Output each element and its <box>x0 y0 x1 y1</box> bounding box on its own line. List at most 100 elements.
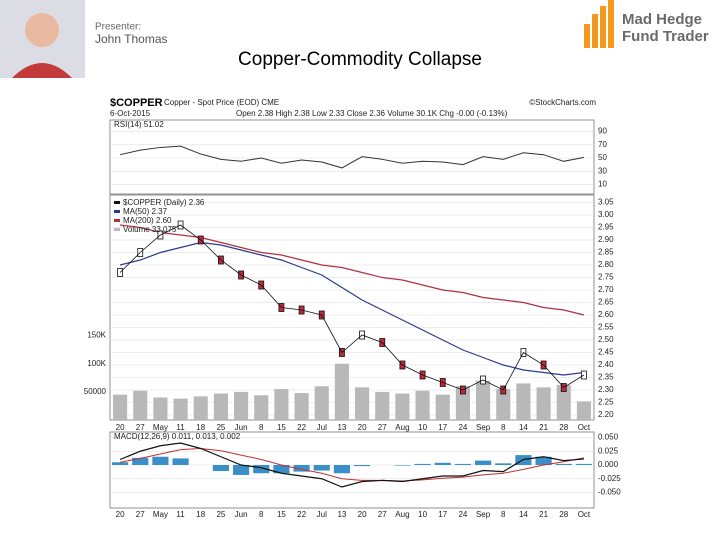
histogram-bar <box>394 465 411 466</box>
y-tick-label: 50 <box>598 153 607 162</box>
legend-swatch <box>114 210 120 213</box>
y-tick-label: 2.35 <box>598 373 614 382</box>
series-line <box>119 442 584 488</box>
histogram-bar <box>313 465 330 471</box>
x-tick-label: May <box>153 423 168 432</box>
x-tick-label: May <box>153 510 168 519</box>
x-tick-label: 28 <box>559 510 568 519</box>
x-tick-label: 13 <box>337 423 346 432</box>
x-tick-label: 8 <box>501 510 506 519</box>
y-tick-label: 50000 <box>84 387 107 396</box>
slide-title: Copper-Commodity Collapse <box>238 49 482 70</box>
volume-bar <box>334 363 349 420</box>
histogram-bar <box>414 463 431 465</box>
volume-bar <box>173 398 188 420</box>
y-tick-label: -0.025 <box>598 474 621 483</box>
histogram-bar <box>475 460 492 465</box>
y-tick-label: 3.05 <box>598 198 614 207</box>
source: ©StockCharts.com <box>529 98 596 107</box>
y-tick-label: 2.90 <box>598 235 614 244</box>
volume-bar <box>375 391 390 420</box>
x-tick-label: 13 <box>337 510 346 519</box>
x-tick-label: 28 <box>559 423 568 432</box>
x-tick-label: 10 <box>418 510 427 519</box>
volume-bar <box>496 389 511 420</box>
presenter-label: Presenter: <box>95 22 141 33</box>
x-tick-label: 11 <box>176 423 185 432</box>
x-tick-label: 17 <box>438 510 447 519</box>
y-tick-label: 2.45 <box>598 348 614 357</box>
y-tick-label: 3.00 <box>598 210 614 219</box>
legend-text: MACD(12,26,9) 0.011, 0.013, 0.002 <box>114 432 241 441</box>
y-tick-label: 0.025 <box>598 446 619 455</box>
volume-bar <box>516 383 531 420</box>
x-tick-label: Jul <box>317 510 327 519</box>
y-tick-label: 30 <box>598 166 607 175</box>
volume-bar <box>193 396 208 420</box>
y-tick-label: 2.40 <box>598 360 614 369</box>
x-tick-label: 20 <box>358 510 367 519</box>
y-tick-label: 2.75 <box>598 273 614 282</box>
legend-swatch <box>114 219 120 222</box>
volume-bar <box>294 393 309 420</box>
histogram-bar <box>233 465 250 475</box>
x-tick-label: 24 <box>458 510 467 519</box>
histogram-bar <box>172 458 189 465</box>
photo-tie <box>12 63 72 78</box>
histogram-bar <box>495 463 512 465</box>
volume-bar <box>153 397 168 420</box>
series-line <box>119 447 585 482</box>
x-tick-label: 8 <box>501 423 506 432</box>
date: 6-Oct-2015 <box>110 109 151 118</box>
x-tick-label: Sep <box>476 423 491 432</box>
volume-bar <box>576 401 591 420</box>
x-tick-label: 25 <box>216 423 225 432</box>
series-line <box>120 224 585 316</box>
logo-bar <box>600 6 606 48</box>
x-tick-label: Aug <box>395 423 409 432</box>
y-tick-label: 2.20 <box>598 410 614 419</box>
presenter-name: John Thomas <box>95 32 168 46</box>
x-tick-label: 8 <box>259 423 264 432</box>
histogram-bar <box>575 463 592 465</box>
quote: Open 2.38 High 2.38 Low 2.33 Close 2.36 … <box>236 109 508 118</box>
x-tick-label: Aug <box>395 510 409 519</box>
panel <box>109 431 595 509</box>
x-tick-label: 21 <box>539 423 548 432</box>
y-tick-label: 2.65 <box>598 298 614 307</box>
volume-bar <box>355 387 370 420</box>
volume-bar <box>234 391 249 420</box>
x-tick-label: Oct <box>578 510 591 519</box>
y-tick-label: 2.85 <box>598 248 614 257</box>
x-tick-label: 17 <box>438 423 447 432</box>
volume-bar <box>213 393 228 420</box>
legend-text: MA(200) 2.60 <box>123 216 172 225</box>
legend-text: Volume 33,075 <box>123 225 177 234</box>
histogram-bar <box>112 462 129 465</box>
volume-bar <box>254 395 269 420</box>
y-tick-label: 0.050 <box>598 433 619 442</box>
histogram-bar <box>333 465 350 474</box>
histogram-bar <box>152 456 169 465</box>
histogram-bar <box>132 457 149 465</box>
histogram-bar <box>454 463 471 465</box>
photo-face <box>25 13 59 47</box>
x-tick-label: 15 <box>277 510 286 519</box>
histogram-bar <box>555 463 572 465</box>
volume-bar <box>415 390 430 420</box>
x-tick-label: 27 <box>378 510 387 519</box>
histogram-bar <box>354 465 371 467</box>
x-tick-label: 27 <box>378 423 387 432</box>
volume-bar <box>476 380 491 420</box>
x-tick-label: 18 <box>196 510 205 519</box>
series-line <box>119 241 584 376</box>
logo-text: Mad Hedge <box>622 11 702 28</box>
histogram-bar <box>434 462 451 465</box>
x-tick-label: 24 <box>458 423 467 432</box>
logo-bar <box>608 0 614 48</box>
volume-bar <box>274 389 289 420</box>
description: Copper - Spot Price (EOD) CME <box>164 98 279 107</box>
x-tick-label: Jun <box>235 510 248 519</box>
x-tick-label: Sep <box>476 510 491 519</box>
